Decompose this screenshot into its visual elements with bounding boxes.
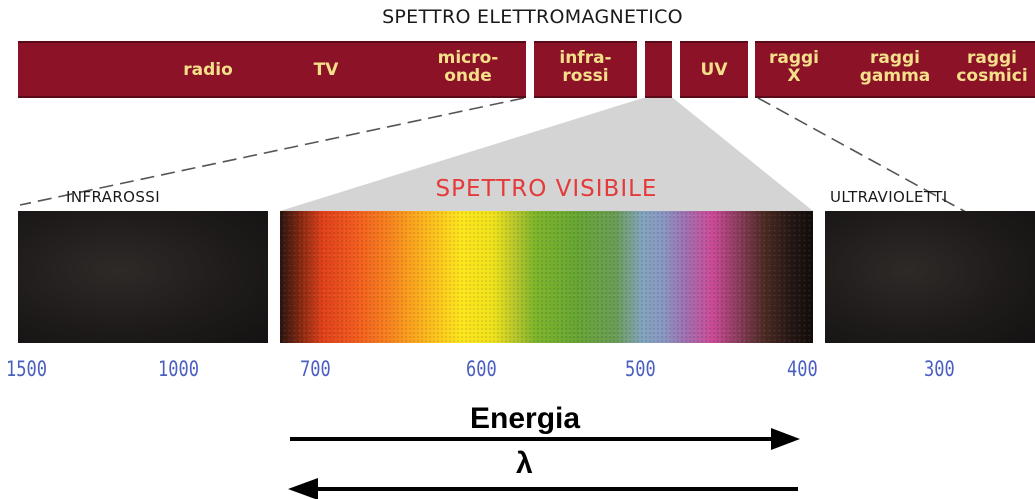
band-label-infrared: infra- rossi [559,48,612,86]
infrared-panel [18,211,268,343]
tick-1500: 1500 [6,357,47,382]
infrared-guide-line [19,97,525,206]
lambda-arrowhead [288,478,318,499]
band-label-xray: raggi X [768,48,820,86]
visible-zoom-wedge [280,98,813,211]
tick-300: 300 [924,357,955,382]
visible-spectrum-panel [280,211,813,343]
band-label-tv: TV [313,60,339,80]
visible-spectrum-texture [280,211,813,343]
band-label-microwave: micro- onde [437,48,499,86]
lambda-label: λ [516,447,533,480]
band-label-cosmic: raggi cosmici [956,48,1028,86]
band-radio-tv-microwave: radio TV micro- onde [18,41,526,98]
energy-arrowhead [771,428,800,450]
ultraviolet-panel-label: ULTRAVIOLETTI [830,188,948,206]
band-label-radio: radio [183,60,233,80]
tick-1000: 1000 [158,357,199,382]
energy-label: Energia [470,402,581,435]
spectrum-title: SPETTRO ELETTROMAGNETICO [382,6,683,28]
tick-700: 700 [300,357,331,382]
tick-500: 500 [625,357,656,382]
tick-600: 600 [466,357,497,382]
band-label-uv: UV [700,60,728,80]
band-label-gamma: raggi gamma [859,48,931,86]
visible-spectrum-label: SPETTRO VISIBILE [435,176,658,202]
ultraviolet-panel [825,211,1035,343]
infrared-panel-label: INFRAROSSI [66,188,161,206]
band-infrared: infra- rossi [534,41,637,98]
band-uv: UV [680,41,748,98]
tick-400: 400 [787,357,818,382]
band-xray-gamma-cosmic: raggi X raggi gamma raggi cosmici [755,41,1035,98]
band-visible [645,41,672,98]
